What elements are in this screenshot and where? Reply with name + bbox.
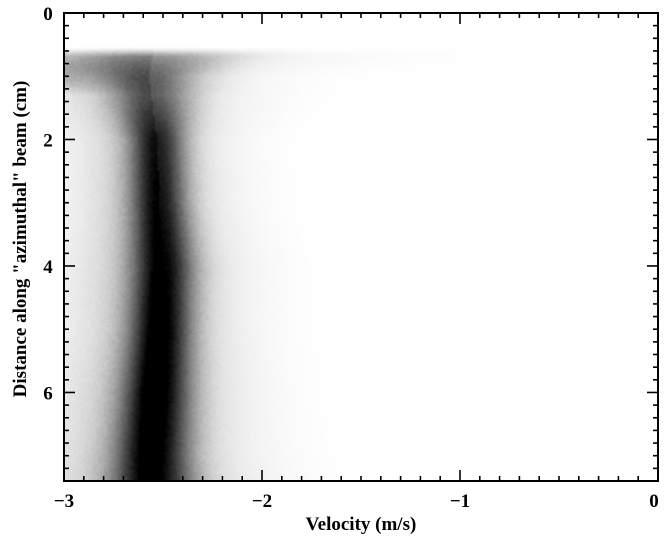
x-tick-label: −3 — [54, 491, 74, 512]
x-tick-labels: −3 −2 −1 0 — [54, 491, 659, 512]
y-tick-labels: 0 2 4 6 — [43, 4, 53, 404]
y-tick-label: 2 — [43, 130, 53, 151]
x-tick-label: −2 — [252, 491, 272, 512]
x-tick-label: −1 — [450, 491, 470, 512]
plot-area — [64, 13, 658, 481]
heatmap-image — [64, 13, 658, 481]
y-tick-label: 4 — [43, 257, 53, 278]
y-axis-label: Distance along "azimuthal" beam (cm) — [10, 81, 31, 398]
x-tick-label: 0 — [649, 491, 659, 512]
x-axis-label: Velocity (m/s) — [306, 514, 417, 535]
y-tick-label: 0 — [43, 4, 53, 25]
axis-ticks — [63, 12, 659, 482]
y-tick-label: 6 — [43, 383, 53, 404]
